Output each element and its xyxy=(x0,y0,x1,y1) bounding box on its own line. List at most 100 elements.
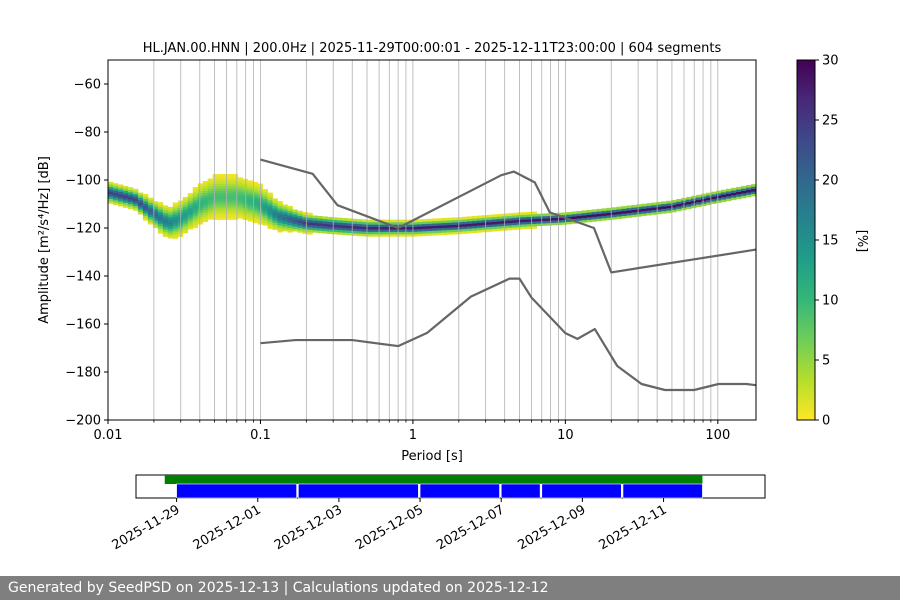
psd-bin xyxy=(362,224,368,227)
psd-bin xyxy=(392,231,398,235)
psd-bin xyxy=(152,225,159,229)
psd-bin xyxy=(252,217,258,221)
psd-bin xyxy=(596,211,602,214)
psd-bin xyxy=(317,216,323,219)
psd-bin xyxy=(621,213,627,216)
psd-bin xyxy=(182,196,189,200)
y-tick-label: −140 xyxy=(65,270,101,285)
psd-bin xyxy=(217,214,224,218)
psd-bin xyxy=(706,197,712,201)
psd-bin xyxy=(671,209,677,213)
psd-bin xyxy=(432,228,438,231)
timeline-span-segment xyxy=(541,483,622,499)
psd-bin xyxy=(247,194,253,198)
psd-bin xyxy=(302,221,308,225)
psd-bin xyxy=(202,212,209,215)
colorbar-tick-label: 25 xyxy=(822,114,839,129)
psd-bin xyxy=(242,186,248,189)
psd-bin xyxy=(277,200,283,204)
psd-bin xyxy=(232,174,238,177)
psd-bin xyxy=(716,190,722,194)
psd-bin xyxy=(202,200,209,203)
psd-bin xyxy=(262,193,268,197)
psd-bin xyxy=(217,207,224,211)
psd-bin xyxy=(252,191,258,195)
psd-bin xyxy=(187,214,194,218)
psd-bin xyxy=(367,234,373,237)
psd-bin xyxy=(671,200,677,203)
psd-bin xyxy=(706,195,712,198)
psd-bin xyxy=(222,193,229,196)
psd-bin xyxy=(367,219,373,223)
psd-bin xyxy=(212,183,219,187)
psd-bin xyxy=(122,195,129,199)
psd-bin xyxy=(656,211,662,215)
psd-bin xyxy=(531,214,538,217)
psd-bin xyxy=(486,226,493,230)
psd-bin xyxy=(187,198,194,201)
psd-bin xyxy=(132,196,139,199)
footer-text: Generated by SeedPSD on 2025-12-13 | Cal… xyxy=(8,580,549,596)
colorbar-tick-label: 15 xyxy=(822,234,839,249)
psd-bin xyxy=(342,232,348,236)
psd-bin xyxy=(427,223,433,227)
psd-bin xyxy=(117,196,124,200)
psd-bin xyxy=(202,192,209,196)
psd-bin xyxy=(247,214,253,217)
psd-bin xyxy=(227,198,234,201)
psd-bin xyxy=(232,202,238,206)
psd-bin xyxy=(596,208,602,212)
psd-bin xyxy=(242,193,248,197)
psd-bin xyxy=(571,221,577,224)
psd-bin xyxy=(172,216,179,220)
psd-bin xyxy=(591,216,597,220)
psd-bin xyxy=(227,212,234,216)
psd-bin xyxy=(511,227,518,230)
psd-bin xyxy=(172,236,179,239)
psd-bin xyxy=(456,224,463,228)
psd-bin xyxy=(222,186,229,189)
psd-bin xyxy=(661,203,667,207)
psd-bin xyxy=(506,220,513,224)
psd-bin xyxy=(601,208,607,212)
psd-bin xyxy=(282,204,288,208)
psd-bin xyxy=(337,224,343,228)
psd-bin xyxy=(217,178,224,182)
psd-bin xyxy=(247,197,253,200)
psd-bin xyxy=(197,185,204,189)
psd-bin xyxy=(242,217,248,221)
psd-bin xyxy=(247,218,253,222)
psd-bin xyxy=(222,181,229,184)
psd-bin xyxy=(232,178,238,182)
psd-bin xyxy=(207,204,214,208)
psd-bin xyxy=(132,191,139,194)
psd-bin xyxy=(187,195,194,199)
psd-bin xyxy=(227,174,234,177)
psd-bin xyxy=(167,228,174,232)
psd-bin xyxy=(192,206,199,209)
psd-bin xyxy=(217,210,224,213)
psd-bin xyxy=(212,198,219,201)
psd-bin xyxy=(212,205,219,208)
psd-bin xyxy=(297,213,303,216)
psd-bin xyxy=(202,197,209,201)
psd-bin xyxy=(237,191,243,195)
psd-bin xyxy=(377,231,383,235)
psd-bin xyxy=(262,215,268,219)
psd-bin xyxy=(721,196,727,200)
psd-bin xyxy=(237,213,243,217)
psd-bin xyxy=(142,208,149,212)
psd-bin xyxy=(277,222,283,226)
psd-bin xyxy=(217,188,224,192)
psd-bin xyxy=(352,233,358,236)
psd-bin xyxy=(197,183,204,187)
psd-bin xyxy=(362,221,368,225)
psd-bin xyxy=(631,212,637,215)
psd-bin xyxy=(247,204,253,208)
psd-bin xyxy=(272,227,278,230)
psd-bin xyxy=(481,215,488,218)
psd-bin xyxy=(222,214,229,218)
psd-bin xyxy=(167,211,174,215)
psd-bin xyxy=(267,197,273,201)
psd-bin xyxy=(546,222,553,226)
